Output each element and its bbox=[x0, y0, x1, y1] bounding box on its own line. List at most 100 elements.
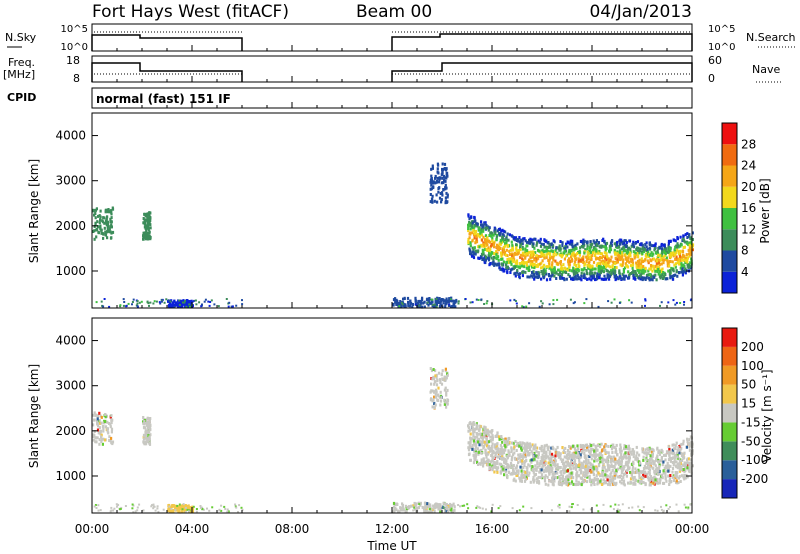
echo-cell bbox=[515, 243, 518, 247]
echo-cell bbox=[491, 468, 494, 472]
echo-cell bbox=[688, 241, 691, 245]
echo-cell bbox=[481, 258, 484, 261]
echo-cell bbox=[526, 469, 529, 473]
echo-cell bbox=[516, 270, 519, 274]
echo-cell bbox=[632, 276, 635, 280]
echo-cell bbox=[521, 476, 524, 480]
echo-cell bbox=[528, 464, 532, 468]
echo-cell bbox=[669, 474, 672, 477]
echo-cell bbox=[506, 232, 509, 236]
echo-cell bbox=[600, 244, 603, 248]
echo-cell bbox=[480, 436, 483, 440]
echo-cell bbox=[673, 456, 676, 460]
echo-cell bbox=[576, 277, 579, 281]
echo-cell bbox=[687, 461, 690, 465]
echo-cell bbox=[584, 457, 588, 461]
echo-cell bbox=[682, 234, 685, 238]
echo-cell bbox=[512, 236, 515, 240]
echo-cell bbox=[644, 470, 647, 474]
echo-cell bbox=[618, 272, 621, 276]
echo-cell bbox=[431, 194, 434, 198]
echo-cell bbox=[484, 451, 487, 455]
echo-cell bbox=[653, 275, 656, 279]
echo-cell bbox=[689, 261, 692, 265]
echo-cell bbox=[601, 259, 605, 263]
echo-cell bbox=[469, 440, 472, 444]
echo-cell bbox=[627, 481, 630, 485]
echo-cell bbox=[415, 502, 418, 506]
echo-cell bbox=[667, 507, 670, 510]
echo-cell bbox=[475, 222, 478, 226]
echo-cell bbox=[598, 451, 601, 455]
echo-cell bbox=[632, 462, 635, 465]
echo-cell bbox=[562, 263, 565, 267]
echo-cell bbox=[597, 510, 600, 513]
echo-cell bbox=[142, 221, 145, 225]
echo-cell bbox=[538, 249, 541, 253]
echo-cell bbox=[569, 249, 572, 253]
echo-cell bbox=[676, 449, 679, 453]
echo-cell bbox=[467, 229, 470, 233]
echo-cell bbox=[488, 251, 491, 255]
echo-cell bbox=[574, 274, 577, 278]
echo-cell bbox=[599, 479, 602, 483]
echo-cell bbox=[673, 447, 676, 451]
echo-cell bbox=[589, 269, 592, 273]
echo-cell bbox=[497, 507, 500, 510]
echo-cell bbox=[619, 263, 622, 267]
echo-cell bbox=[131, 301, 134, 303]
echo-cell bbox=[527, 265, 531, 269]
echo-cell bbox=[686, 440, 689, 444]
echo-cell bbox=[617, 277, 620, 281]
echo-cell bbox=[478, 437, 481, 441]
echo-cell bbox=[531, 271, 534, 274]
echo-cell bbox=[681, 258, 684, 262]
echo-cell bbox=[526, 441, 529, 445]
echo-cell bbox=[472, 229, 475, 232]
echo-cell bbox=[536, 460, 539, 464]
echo-cell bbox=[564, 245, 567, 248]
echo-cell bbox=[575, 264, 578, 267]
echo-cell bbox=[572, 252, 575, 256]
echo-cell bbox=[602, 278, 605, 281]
echo-cell bbox=[553, 266, 556, 270]
echo-cell bbox=[603, 262, 606, 266]
echo-cell bbox=[682, 452, 685, 456]
echo-cell bbox=[588, 474, 591, 478]
echo-cell bbox=[518, 444, 521, 448]
echo-cell bbox=[176, 504, 179, 507]
echo-cell bbox=[220, 509, 223, 512]
y-tick-label: 2000 bbox=[55, 424, 86, 438]
echo-cell bbox=[485, 239, 488, 243]
echo-cell bbox=[556, 451, 559, 455]
echo-cell bbox=[110, 436, 113, 440]
echo-cell bbox=[650, 447, 653, 451]
echo-cell bbox=[683, 301, 686, 303]
echo-cell bbox=[628, 466, 631, 470]
echo-cell bbox=[661, 273, 664, 277]
echo-cell bbox=[568, 263, 571, 267]
echo-cell bbox=[468, 220, 471, 224]
echo-cell bbox=[611, 270, 614, 274]
echo-cell bbox=[640, 471, 643, 475]
echo-cell bbox=[601, 464, 605, 468]
echo-cell bbox=[626, 259, 629, 263]
echo-cell bbox=[601, 466, 604, 470]
echo-cell bbox=[509, 299, 512, 302]
echo-cell bbox=[515, 469, 518, 473]
echo-cell bbox=[497, 258, 500, 262]
echo-cell bbox=[475, 298, 478, 301]
echo-cell bbox=[604, 245, 607, 249]
echo-cell bbox=[155, 300, 158, 303]
echo-cell bbox=[541, 466, 544, 470]
echo-cell bbox=[580, 461, 583, 465]
echo-cell bbox=[681, 267, 684, 271]
echo-cell bbox=[510, 262, 513, 266]
echo-cell bbox=[436, 200, 439, 204]
echo-cell bbox=[150, 505, 153, 508]
echo-cell bbox=[661, 476, 664, 480]
echo-cell bbox=[109, 210, 112, 214]
echo-cell bbox=[577, 483, 580, 486]
echo-cell bbox=[649, 456, 652, 460]
echo-cell bbox=[548, 257, 551, 261]
